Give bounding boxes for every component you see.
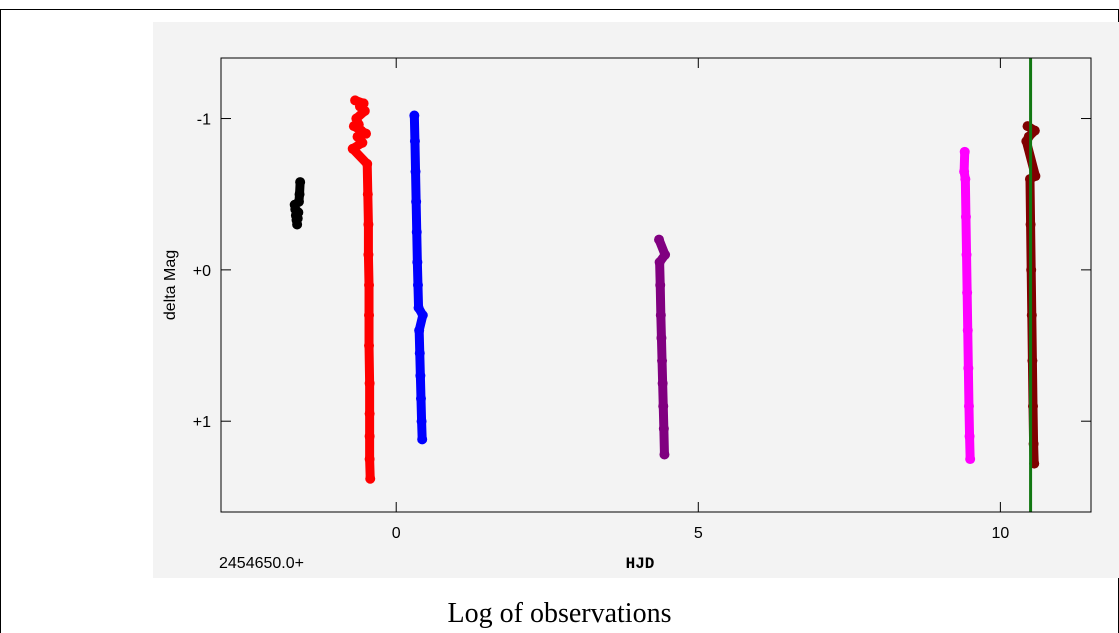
- data-point: [962, 325, 973, 336]
- data-point: [962, 287, 973, 298]
- data-point: [409, 110, 420, 121]
- data-point: [363, 219, 374, 230]
- data-point: [415, 393, 426, 404]
- data-point: [293, 207, 304, 218]
- data-point: [654, 234, 665, 245]
- data-point: [365, 473, 376, 484]
- data-point: [965, 454, 976, 465]
- plot-panel: [153, 22, 1119, 578]
- data-point: [658, 401, 669, 412]
- data-point: [364, 310, 375, 321]
- data-point: [658, 423, 669, 434]
- data-point: [657, 355, 668, 366]
- data-point: [960, 211, 971, 222]
- data-point: [964, 431, 975, 442]
- light-curve-chart: 0 5 10 -1 +0 +1 delta Mag HJD 2454650.0+: [162, 57, 1092, 573]
- data-point: [411, 227, 422, 238]
- data-point: [364, 378, 375, 389]
- plot-area-border: [220, 57, 1092, 513]
- data-point: [414, 325, 425, 336]
- data-point: [1027, 355, 1038, 366]
- y-tick-label: +0: [193, 263, 211, 280]
- data-point: [660, 249, 671, 260]
- x-tick-label: 0: [392, 525, 401, 542]
- data-point: [294, 189, 305, 200]
- data-point: [362, 158, 373, 169]
- data-point: [364, 454, 375, 465]
- data-point: [411, 196, 422, 207]
- data-point: [347, 143, 358, 154]
- x-tick-label: 5: [694, 525, 703, 542]
- x-tick-label: 10: [991, 525, 1009, 542]
- y-axis-label: delta Mag: [162, 250, 179, 320]
- data-point: [364, 340, 375, 351]
- data-point: [409, 136, 420, 147]
- series-trace: [409, 111, 428, 444]
- figure-caption: Log of observations: [447, 598, 672, 629]
- data-point: [415, 370, 426, 381]
- y-tick-label: -1: [197, 112, 211, 129]
- data-point: [960, 174, 971, 185]
- data-point: [655, 310, 666, 321]
- data-point: [410, 166, 421, 177]
- data-point: [959, 146, 970, 157]
- series-2: [409, 110, 428, 445]
- x-axis-label: HJD: [626, 555, 655, 573]
- data-point: [414, 348, 425, 359]
- series-1: [347, 95, 376, 484]
- data-point: [655, 280, 666, 290]
- axis-ticks: 0 5 10 -1 +0 +1: [193, 58, 1091, 542]
- data-point: [959, 166, 970, 177]
- data-point: [293, 196, 304, 207]
- data-point: [417, 434, 428, 445]
- data-point: [413, 302, 424, 313]
- x-offset-label: 2454650.0+: [219, 555, 304, 572]
- series-trace: [654, 235, 670, 459]
- data-point: [295, 177, 306, 188]
- data-point: [364, 431, 375, 442]
- series-4: [959, 146, 976, 465]
- data-point: [659, 449, 670, 460]
- data-points: [289, 95, 1041, 484]
- data-point: [363, 249, 374, 260]
- data-point: [362, 189, 373, 200]
- data-point: [359, 105, 370, 116]
- data-point: [412, 280, 423, 290]
- y-tick-label: +1: [193, 414, 211, 431]
- data-point: [654, 257, 665, 268]
- series-trace: [959, 147, 975, 464]
- data-point: [657, 378, 668, 389]
- data-point: [963, 363, 974, 374]
- data-point: [963, 401, 974, 412]
- data-point: [1029, 125, 1040, 136]
- data-point: [358, 98, 369, 109]
- data-point: [961, 249, 972, 260]
- data-point: [1030, 171, 1041, 182]
- data-point: [361, 128, 371, 139]
- data-point: [364, 280, 375, 290]
- data-point: [412, 257, 423, 268]
- series-3: [654, 234, 671, 460]
- data-point: [357, 137, 368, 148]
- data-point: [417, 310, 428, 321]
- data-point: [364, 408, 375, 419]
- series-0: [289, 177, 306, 230]
- data-point: [416, 416, 427, 427]
- data-point: [656, 332, 667, 343]
